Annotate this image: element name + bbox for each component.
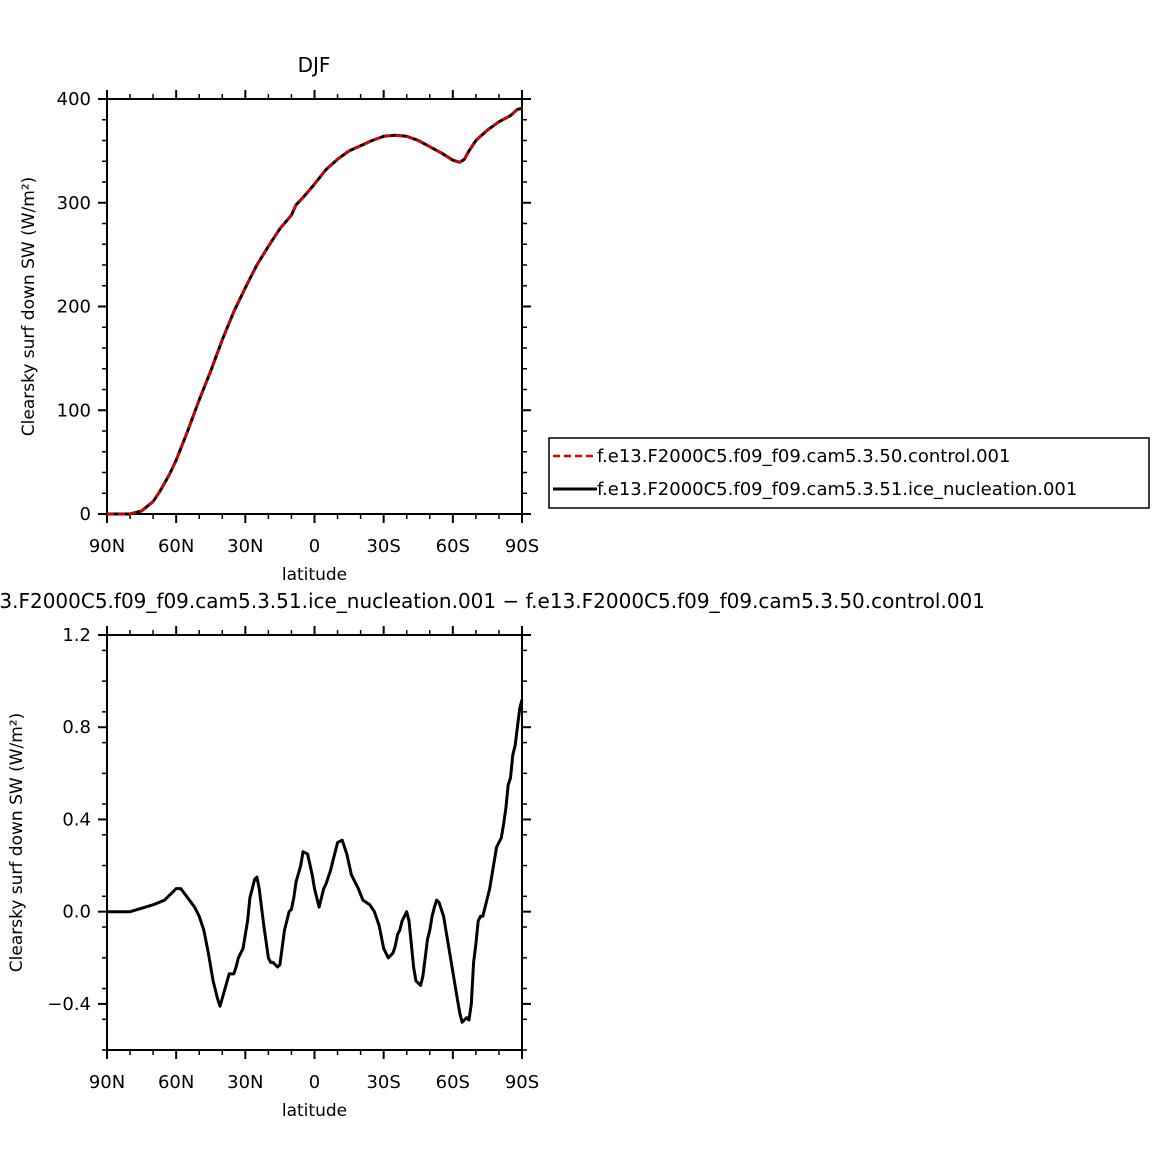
y-tick-label: 0 [80, 504, 91, 525]
series-line-1 [107, 107, 523, 516]
y-tick-label: 300 [57, 193, 91, 214]
y-tick-label: 1.2 [62, 625, 91, 646]
y-tick-label: 100 [57, 400, 91, 421]
chart-title: f.e13.F2000C5.f09_f09.cam5.3.51.ice_nucl… [0, 589, 985, 613]
chart-panel-2: f.e13.F2000C5.f09_f09.cam5.3.51.ice_nucl… [0, 589, 985, 1121]
y-tick-label: 0.8 [62, 717, 91, 738]
x-tick-label: 60N [158, 1072, 194, 1093]
y-tick-label: 400 [57, 89, 91, 110]
chart-title: DJF [298, 53, 331, 77]
x-tick-label: 60S [436, 536, 470, 557]
y-tick-label: 0.0 [62, 902, 91, 923]
legend-label-1: f.e13.F2000C5.f09_f09.cam5.3.50.control.… [597, 446, 1010, 467]
chart-panel-1: DJF 90N 60N 30N 0 30S 60S 90S 0 100 200 300 400 latit… [19, 53, 1150, 585]
x-tick-label: 30S [366, 536, 400, 557]
x-tick-label: 60S [436, 1072, 470, 1093]
legend-label-2: f.e13.F2000C5.f09_f09.cam5.3.51.ice_nucl… [597, 479, 1077, 500]
y-tick-label: 0.4 [62, 809, 91, 830]
x-tick-label: 90N [89, 1072, 125, 1093]
x-tick-label: 30S [366, 1072, 400, 1093]
y-tick-label: −0.4 [47, 994, 91, 1015]
x-tick-label: 30N [227, 1072, 263, 1093]
x-axis-label: latitude [282, 1101, 347, 1121]
x-tick-label: 60N [158, 536, 194, 557]
x-tick-label: 90S [505, 536, 539, 557]
x-axis-label: latitude [282, 565, 347, 585]
x-tick-label: 30N [227, 536, 263, 557]
series-line-2 [107, 106, 523, 516]
y-axis-label: Clearsky surf down SW (W/m²) [19, 177, 39, 436]
x-tick-label: 0 [309, 536, 320, 557]
y-tick-label: 200 [57, 297, 91, 318]
plot-frame [106, 634, 523, 1051]
x-tick-label: 0 [309, 1072, 320, 1093]
legend-box [548, 437, 1150, 509]
x-tick-label: 90S [505, 1072, 539, 1093]
x-tick-label: 90N [89, 536, 125, 557]
y-axis-label: Clearsky surf down SW (W/m²) [7, 713, 27, 972]
series-line-1 [107, 699, 524, 1024]
